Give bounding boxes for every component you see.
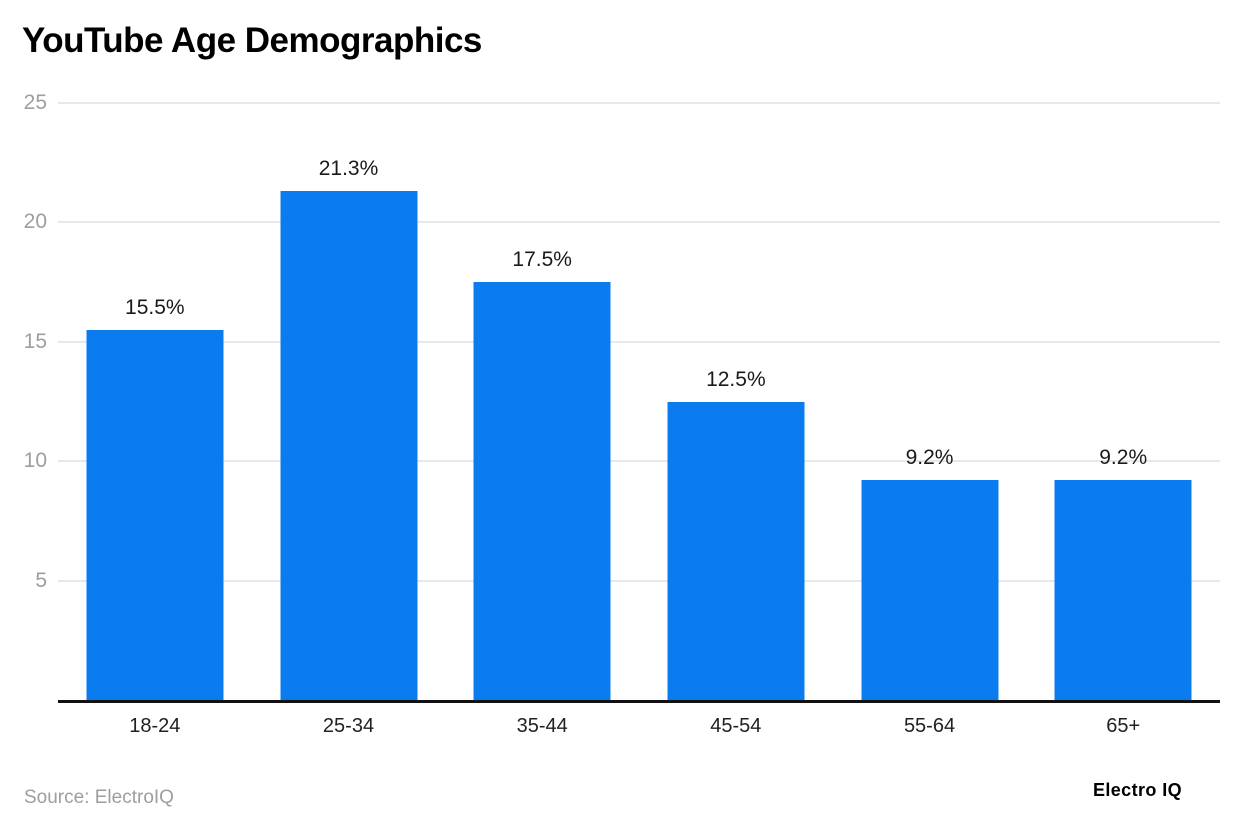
brand-logo: Electro IQ [1092, 780, 1182, 800]
x-tick-label: 65+ [1106, 715, 1141, 737]
bar-band: 9.2% [1026, 103, 1220, 700]
bar-band: 17.5% [445, 103, 639, 700]
bars-container: 15.5% 21.3% 17.5% 12.5% 9.2% 9.2% [58, 103, 1220, 700]
source-label: Source: ElectroIQ [24, 787, 174, 808]
y-tick-label: 15 [23, 329, 47, 353]
bar-band: 12.5% [639, 103, 833, 700]
bar-value-label: 21.3% [318, 157, 379, 181]
bar-value-label: 12.5% [706, 367, 766, 391]
plot-area: 15.5% 21.3% 17.5% 12.5% 9.2% 9.2% 5 10 15 20 25 [24, 91, 1220, 703]
x-axis-labels: 18-24 25-34 35-44 45-54 55-64 65+ [58, 715, 1220, 738]
bar [473, 282, 611, 700]
bar-band: 9.2% [833, 103, 1027, 700]
bar [667, 401, 805, 700]
y-tick-label: 25 [23, 91, 47, 114]
bar-band: 15.5% [58, 103, 252, 700]
x-tick-label: 35-44 [516, 715, 568, 737]
y-tick-label: 5 [35, 568, 47, 592]
gridline [58, 102, 1220, 104]
bar-value-label: 17.5% [512, 248, 572, 272]
bar-value-label: 9.2% [905, 446, 954, 470]
y-tick-label: 10 [23, 449, 47, 473]
x-tick-label: 45-54 [710, 715, 762, 737]
x-tick-label: 25-34 [322, 715, 375, 737]
y-tick-label: 20 [23, 210, 47, 234]
bar [861, 480, 999, 700]
bar-value-label: 15.5% [125, 295, 185, 319]
bar-value-label: 9.2% [1099, 446, 1148, 470]
gridline [58, 579, 1220, 582]
gridline [58, 460, 1220, 463]
bar [1054, 480, 1192, 700]
x-tick-label: 18-24 [129, 715, 181, 737]
bar [280, 191, 417, 700]
x-tick-label: 55-64 [903, 715, 956, 737]
bar [86, 329, 224, 700]
gridline [58, 221, 1220, 224]
chart-title: YouTube Age Demographics [22, 21, 482, 60]
gridline [58, 340, 1220, 343]
bar-band: 21.3% [252, 103, 446, 700]
